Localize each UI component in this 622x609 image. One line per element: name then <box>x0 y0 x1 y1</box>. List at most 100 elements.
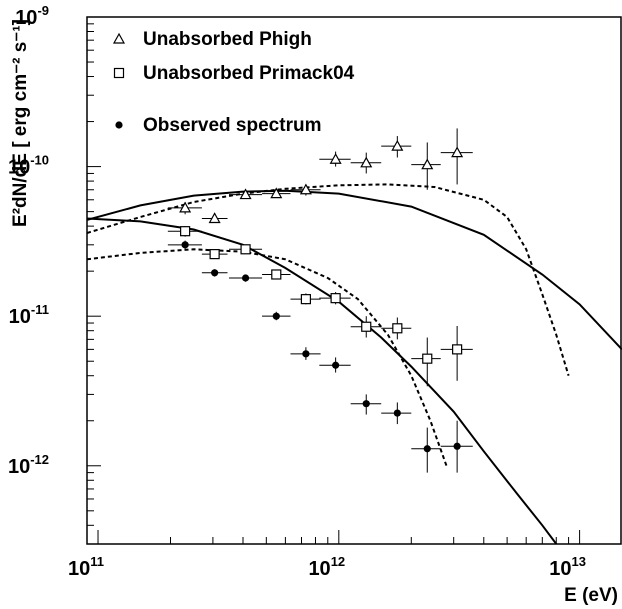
y-tick-label: 10-10 <box>8 153 49 179</box>
filled-circle-marker <box>211 269 219 277</box>
x-tick-label: 1012 <box>308 554 345 580</box>
open-square-marker <box>300 294 311 305</box>
open-triangle-marker <box>329 152 342 164</box>
y-tick-exponent: -11 <box>31 302 49 317</box>
data-point <box>381 402 412 425</box>
open-square-marker <box>271 269 282 280</box>
open-square-marker <box>361 321 372 332</box>
open-triangle-marker <box>299 183 312 195</box>
series-unabsorbed-phigh <box>167 128 473 224</box>
legend: Unabsorbed Phigh Unabsorbed Primack04 Obse… <box>112 29 355 136</box>
open-square-legend-icon <box>113 67 125 79</box>
data-point <box>440 128 473 185</box>
open-triangle-marker <box>239 188 252 200</box>
data-point <box>319 357 351 373</box>
y-axis-label: E²dN/dE [ erg cm⁻² s⁻¹] <box>10 19 31 227</box>
data-point <box>319 292 351 305</box>
data-point <box>201 249 228 260</box>
data-point <box>167 226 202 237</box>
data-point <box>381 317 412 340</box>
series-observed-spectrum <box>167 240 473 473</box>
x-tick-base: 10 <box>549 558 571 580</box>
filled-circle-marker <box>302 350 310 358</box>
filled-circle-marker <box>423 445 431 453</box>
data-point <box>262 269 291 280</box>
y-tick-label: 10-12 <box>8 452 49 478</box>
filled-circle-marker <box>181 241 189 249</box>
data-point <box>440 325 473 381</box>
data-points <box>167 128 473 473</box>
open-square-marker <box>240 244 251 255</box>
filled-circle-marker <box>272 312 280 320</box>
y-tick-base: 10 <box>8 456 30 478</box>
y-tick-exponent: -12 <box>30 452 49 467</box>
y-tick-label: 10-11 <box>9 302 49 328</box>
data-point <box>201 212 228 224</box>
filled-circle-marker <box>362 400 370 408</box>
legend-label: Unabsorbed Phigh <box>143 29 312 50</box>
open-triangle-marker <box>451 146 464 158</box>
data-point <box>201 269 228 277</box>
open-square-marker <box>180 226 191 237</box>
open-triangle-marker <box>208 212 221 224</box>
data-point <box>167 240 202 250</box>
data-point <box>381 136 412 158</box>
y-tick-base: 10 <box>15 7 37 29</box>
x-axis-label: E (eV) <box>564 585 618 606</box>
filled-circle-marker <box>453 442 461 450</box>
legend-item: Unabsorbed Primack04 <box>113 63 355 84</box>
y-tick-exponent: -10 <box>30 153 49 168</box>
open-triangle-marker <box>179 201 192 213</box>
legend-item: Observed spectrum <box>115 115 321 136</box>
open-square-marker <box>452 344 463 355</box>
y-tick-label: 10-9 <box>15 3 49 29</box>
legend-label: Unabsorbed Primack04 <box>143 63 355 84</box>
data-point <box>440 420 473 473</box>
filled-circle-marker <box>241 274 250 282</box>
data-point <box>350 394 382 415</box>
x-tick-exponent: 11 <box>90 554 104 569</box>
data-point <box>411 427 441 473</box>
data-point <box>290 347 321 360</box>
data-point <box>167 201 202 215</box>
plot-frame <box>86 16 622 545</box>
data-point <box>411 142 441 190</box>
data-point <box>350 316 382 338</box>
y-tick-base: 10 <box>8 157 30 179</box>
model-curve-4 <box>87 248 448 467</box>
data-point <box>290 293 321 305</box>
x-tick-exponent: 12 <box>331 554 345 569</box>
model-curve-3 <box>87 183 570 376</box>
y-tick-exponent: -9 <box>37 3 49 18</box>
filled-circle-legend-icon <box>115 121 123 129</box>
legend-label: Observed spectrum <box>143 115 321 136</box>
x-tick-base: 10 <box>68 558 90 580</box>
data-point <box>262 311 291 321</box>
filled-circle-marker <box>332 361 340 369</box>
x-tick-base: 10 <box>308 558 330 580</box>
open-triangle-marker <box>421 158 434 170</box>
data-point <box>350 152 382 174</box>
open-square-marker <box>209 249 220 260</box>
x-tick-label: 1011 <box>68 554 104 580</box>
data-point <box>319 151 351 167</box>
data-point <box>411 337 441 387</box>
data-point <box>229 244 263 255</box>
open-triangle-marker <box>270 187 283 199</box>
open-triangle-marker <box>391 139 404 151</box>
model-curve-2 <box>87 217 558 544</box>
open-square-marker <box>330 293 341 304</box>
y-tick-base: 10 <box>9 306 31 328</box>
model-curve-1 <box>87 189 622 351</box>
data-point <box>229 274 263 282</box>
x-tick-label: 1013 <box>549 554 586 580</box>
open-triangle-marker <box>360 156 373 168</box>
x-tick-exponent: 13 <box>571 554 585 569</box>
model-curves <box>87 183 622 544</box>
series-unabsorbed-primack04 <box>167 226 473 387</box>
open-square-marker <box>392 323 403 334</box>
data-point <box>262 187 291 199</box>
data-point <box>290 183 321 196</box>
